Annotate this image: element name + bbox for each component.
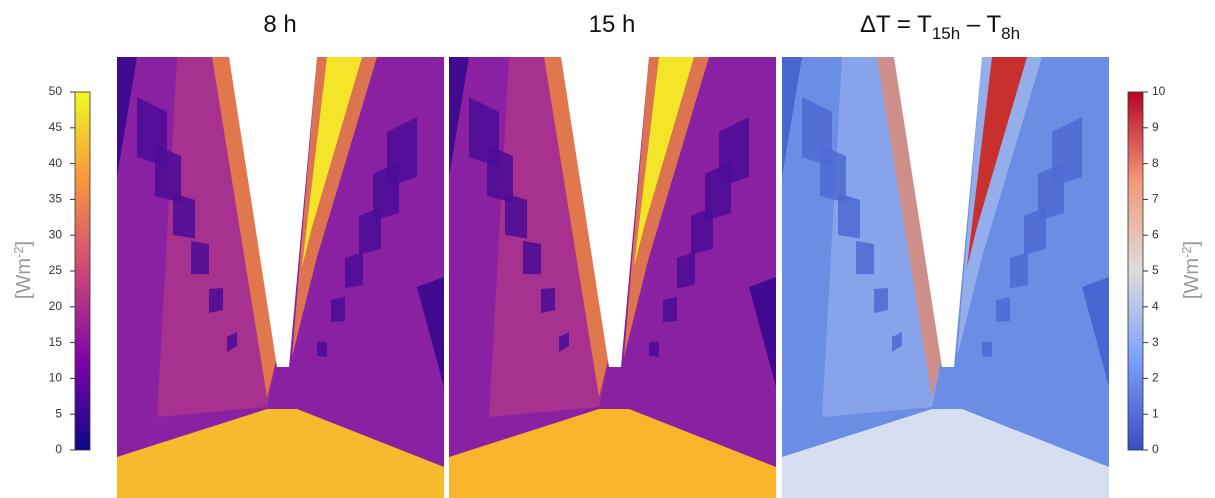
window [691, 207, 713, 255]
tick-label: 3 [1152, 335, 1159, 349]
label-part: [Wm [13, 258, 35, 299]
street-image [117, 57, 444, 498]
window [345, 252, 363, 289]
label-part: [Wm [1181, 258, 1203, 299]
panel-title: 8 h [263, 11, 296, 38]
right-wall-lit [624, 57, 709, 357]
window [996, 297, 1010, 322]
title-sub: 15h [932, 24, 960, 43]
colorbar [74, 91, 91, 451]
tick-label: 4 [1152, 299, 1159, 313]
label-part: ] [1181, 241, 1203, 247]
left-shadow [117, 57, 137, 177]
window [677, 252, 695, 289]
street-image [449, 57, 776, 498]
tick-label: 9 [1152, 120, 1159, 134]
ground [782, 409, 1109, 498]
tick-label: 0 [1152, 442, 1159, 456]
window [541, 288, 555, 313]
label-sup: -2 [1179, 246, 1194, 258]
left-shadow [782, 57, 802, 177]
colorbar-label: [Wm-2] [11, 241, 35, 299]
tick-label: 6 [1152, 227, 1159, 241]
window [373, 162, 399, 221]
window [874, 288, 888, 313]
panel-title: 15 h [589, 11, 636, 38]
right-wall-top [634, 57, 694, 267]
window [892, 332, 902, 352]
tick-label: 15 [49, 335, 63, 349]
window [649, 342, 659, 357]
label-sup: -2 [11, 246, 26, 258]
window [1010, 252, 1028, 289]
left-wall-edge [212, 57, 277, 397]
left-shadow [449, 57, 469, 177]
tick-label: 45 [49, 120, 63, 134]
window [173, 193, 195, 239]
right-shadow [749, 277, 776, 387]
tick-label: 1 [1152, 406, 1159, 420]
window [487, 145, 513, 203]
label-part: ] [13, 241, 35, 247]
tick-label: 20 [49, 299, 63, 313]
window [559, 332, 569, 352]
window [663, 297, 677, 322]
sky [561, 57, 649, 367]
tick-label: 10 [49, 371, 63, 385]
tick-label: 30 [49, 227, 63, 241]
window [820, 145, 846, 203]
left-wall-lit [489, 57, 609, 417]
tick-label: 5 [1152, 263, 1159, 277]
tick-label: 10 [1152, 84, 1166, 98]
ground [449, 409, 776, 498]
sky [894, 57, 982, 367]
left-wall-lit [822, 57, 942, 417]
right-wall-lit [957, 57, 1042, 357]
window [155, 145, 181, 203]
window [317, 342, 327, 357]
title-part: – T [960, 11, 1001, 38]
title-sub: 8h [1001, 24, 1020, 43]
window [359, 207, 381, 255]
tick-label: 35 [49, 192, 63, 206]
right-wall-top [967, 57, 1027, 267]
tick-label: 25 [49, 263, 63, 277]
tick-label: 50 [49, 84, 63, 98]
tick-label: 0 [55, 442, 62, 456]
window [331, 297, 345, 322]
window [191, 241, 209, 275]
left-wall-lit [157, 57, 277, 417]
left-wall-edge [544, 57, 609, 397]
panel-title: ΔT = T15h – T8h [860, 11, 1020, 43]
right-shadow [1082, 277, 1109, 387]
right-wall-top [302, 57, 362, 267]
tick-label: 2 [1152, 371, 1159, 385]
window [1038, 162, 1064, 221]
street-image [782, 57, 1109, 498]
window [209, 288, 223, 313]
window [227, 332, 237, 352]
right-wall-lit [292, 57, 377, 357]
tick-label: 40 [49, 156, 63, 170]
window [1024, 207, 1046, 255]
window [705, 162, 731, 221]
sky [229, 57, 317, 367]
tick-label: 5 [55, 406, 62, 420]
window [856, 241, 874, 275]
title-part: ΔT = T [860, 11, 932, 38]
window [505, 193, 527, 239]
window [982, 342, 992, 357]
window [838, 193, 860, 239]
colorbar-label: [Wm-2] [1179, 241, 1203, 299]
left-wall-edge [877, 57, 942, 397]
colorbar [1127, 91, 1144, 451]
window [523, 241, 541, 275]
tick-label: 7 [1152, 192, 1159, 206]
right-shadow [417, 277, 444, 387]
tick-label: 8 [1152, 156, 1159, 170]
ground [117, 409, 444, 498]
